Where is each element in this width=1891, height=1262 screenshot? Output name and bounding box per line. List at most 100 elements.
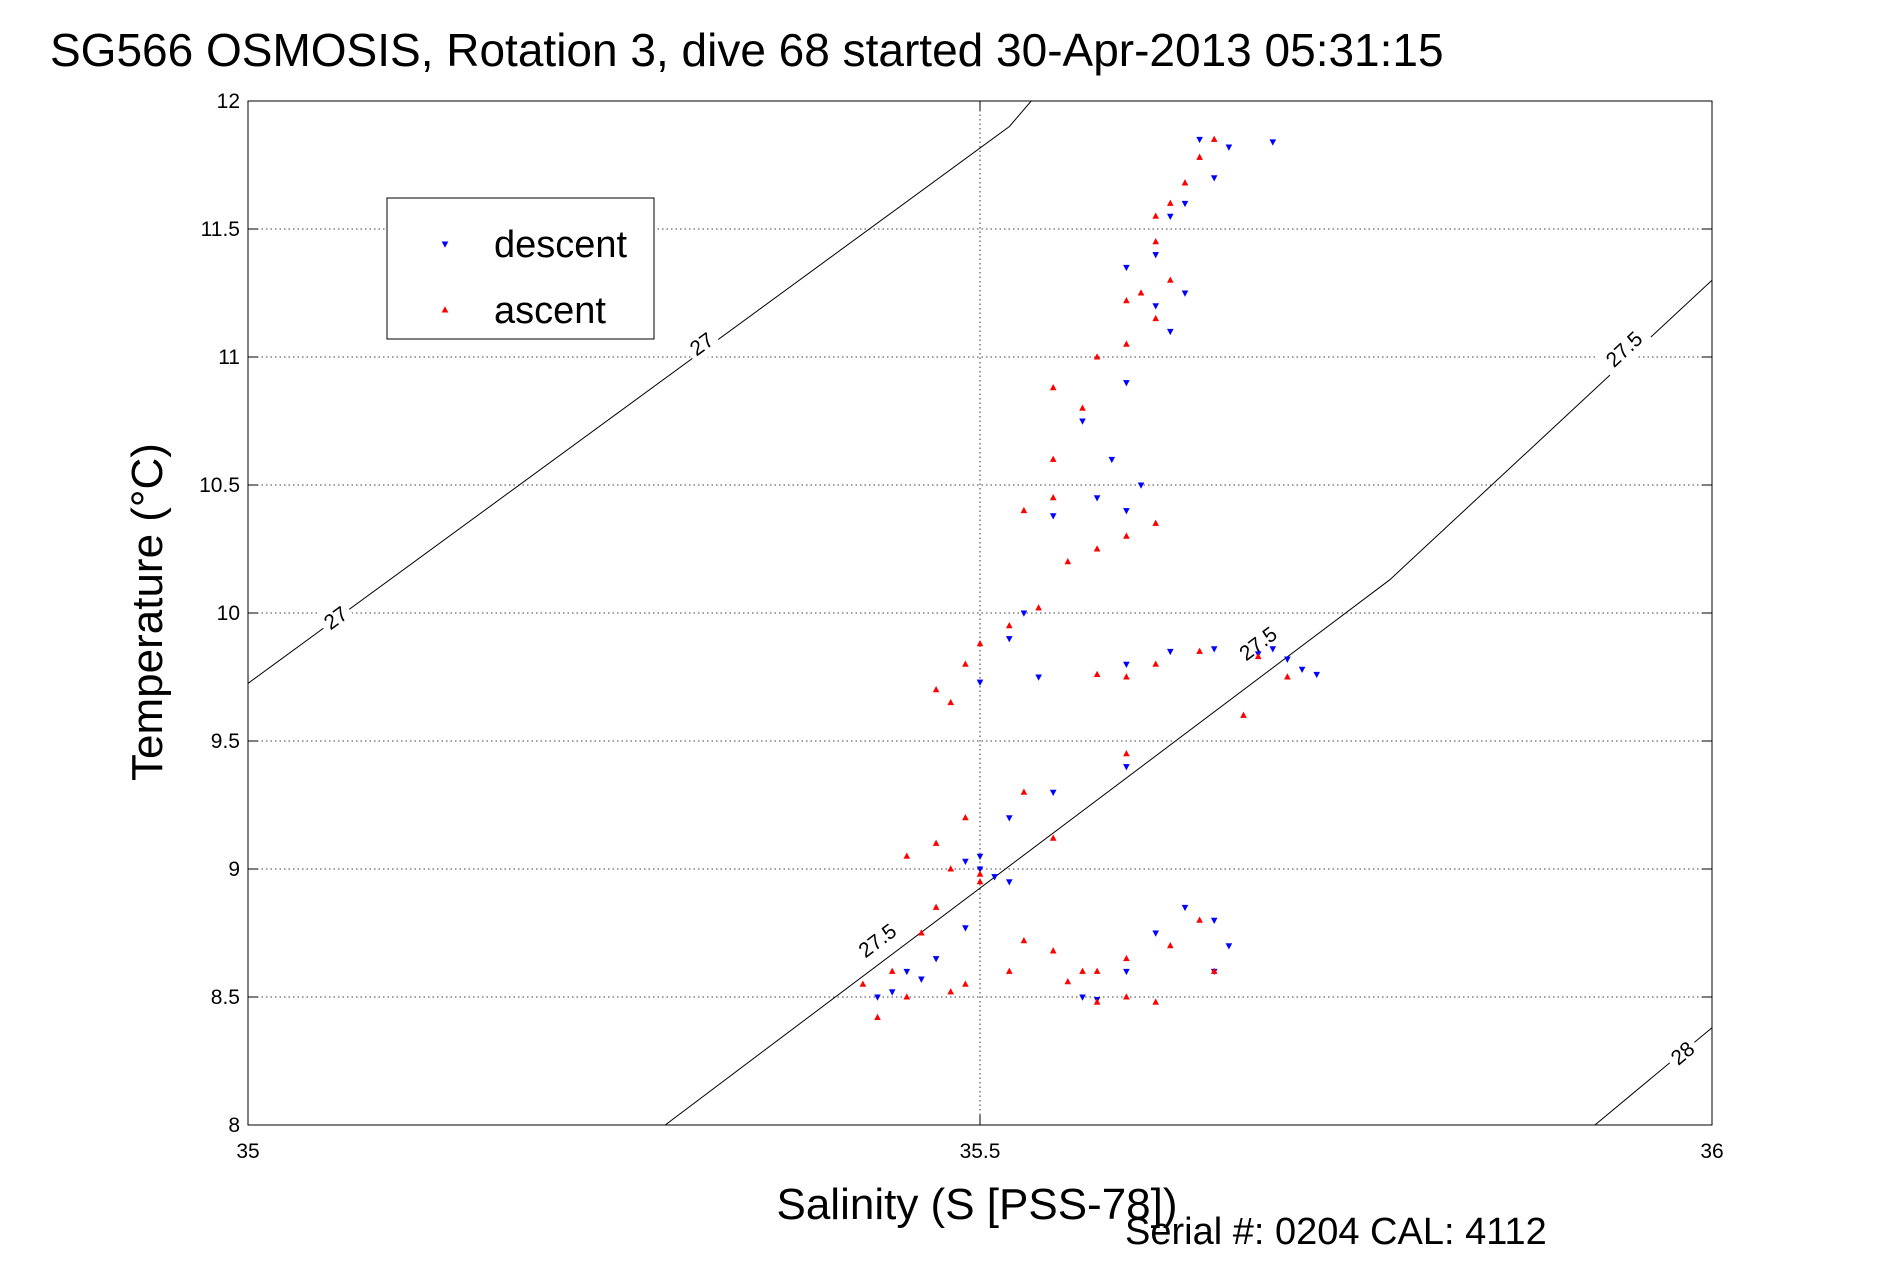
- descent-point: [991, 874, 998, 881]
- descent-point: [1167, 648, 1174, 656]
- descent-point: [1210, 646, 1218, 653]
- legend-box: [386, 197, 655, 340]
- contour-label-group: 28: [1661, 1032, 1704, 1075]
- contour-label-group: 27.5: [1594, 319, 1655, 379]
- descent-point: [1167, 328, 1174, 336]
- ascent-point: [1152, 314, 1159, 322]
- contour-label-group: 27: [680, 323, 723, 365]
- descent-point: [1049, 513, 1057, 520]
- ascent-point: [1196, 647, 1203, 654]
- descent-point: [1167, 213, 1174, 220]
- ascent-point: [1020, 506, 1028, 514]
- descent-point: [888, 989, 896, 996]
- descent-point: [1298, 666, 1306, 674]
- ascent-point: [976, 870, 984, 877]
- ascent-point: [962, 980, 969, 987]
- x-axis-title: Salinity (S [PSS-78]): [776, 1180, 1177, 1229]
- ascent-point: [1181, 179, 1189, 186]
- ascent-point: [1006, 622, 1013, 629]
- descent-point: [976, 853, 984, 860]
- ascent-point: [976, 639, 984, 647]
- ascent-point: [1123, 296, 1130, 304]
- ascent-point: [918, 929, 925, 936]
- ascent-point: [932, 686, 940, 693]
- ascent-point: [1064, 977, 1072, 985]
- density-contours: 27 27 27.5 27.5 27.5 28: [248, 101, 1712, 1125]
- descent-point: [1006, 636, 1013, 643]
- descent-point: [874, 994, 881, 1001]
- ascent-point: [1049, 383, 1057, 391]
- ascent-point: [1240, 711, 1247, 718]
- ascent-point: [1093, 967, 1101, 974]
- descent-point: [1210, 175, 1218, 182]
- contour-label-bg: [1227, 615, 1289, 672]
- ascent-point: [1049, 947, 1057, 954]
- y-tick-label: 8.5: [211, 986, 240, 1009]
- ascent-point: [1152, 519, 1159, 526]
- descent-point: [1152, 303, 1159, 310]
- descent-point: [1079, 994, 1086, 1001]
- descent-point: [1020, 610, 1028, 617]
- descent-point: [1181, 290, 1189, 297]
- descent-point: [1225, 144, 1233, 151]
- y-tick-label: 8: [228, 1114, 240, 1137]
- ascent-point: [903, 993, 911, 1000]
- descent-point: [1093, 495, 1101, 502]
- x-tick-label: 35.5: [960, 1140, 1001, 1163]
- descent-point: [1137, 482, 1145, 489]
- y-tick-label: 11.5: [201, 218, 240, 241]
- serial-cal-footer: Serial #: 0204 CAL: 4112: [1125, 1211, 1547, 1253]
- contour-label-bg: [1661, 1032, 1704, 1075]
- descent-point: [976, 866, 984, 873]
- ascent-point: [1196, 153, 1203, 160]
- ascent-point: [1123, 954, 1130, 962]
- contour-line: [1594, 1027, 1712, 1125]
- descent-point: [1006, 815, 1013, 822]
- ascent-point: [932, 839, 940, 846]
- descent-point: [1035, 674, 1042, 681]
- descent-point: [1152, 930, 1159, 937]
- descent-point: [1225, 943, 1233, 950]
- ascent-point: [874, 1013, 881, 1021]
- contour-label-group: 27: [314, 597, 357, 639]
- data-series: [859, 135, 1320, 1021]
- ascent-point: [1035, 604, 1042, 611]
- descent-point: [1313, 671, 1320, 679]
- ascent-point: [1123, 532, 1130, 539]
- y-tick-label: 9.5: [211, 730, 240, 753]
- ascent-point: [1123, 340, 1130, 347]
- axis-ticks: 8 8.5 9 9.5 10 10.5 11 11.5 12 35 35.5 36: [199, 90, 1724, 1163]
- descent-point: [1269, 646, 1277, 653]
- contour-label-bg: [680, 323, 723, 365]
- ascent-point: [976, 878, 984, 885]
- descent-point: [1181, 200, 1189, 208]
- ascent-point: [962, 814, 969, 821]
- ascent-point: [1093, 353, 1101, 360]
- descent-point: [903, 968, 911, 976]
- descent-point: [976, 679, 984, 686]
- ascent-point: [1049, 834, 1057, 841]
- contour-label-bg: [314, 597, 357, 639]
- ascent-point: [903, 852, 911, 859]
- ascent-point: [1123, 673, 1130, 680]
- ascent-point: [932, 903, 940, 910]
- ascent-point: [1167, 276, 1174, 283]
- ascent-point: [947, 698, 954, 706]
- ascent-point: [1020, 936, 1028, 944]
- legend-label-ascent: ascent: [494, 290, 606, 332]
- ascent-point: [1196, 916, 1203, 923]
- ascent-point: [1254, 652, 1262, 660]
- ascent-point: [1049, 455, 1057, 462]
- descent-point: [1123, 661, 1130, 668]
- legend-marker-descent: [441, 241, 449, 248]
- ascent-point: [1137, 289, 1145, 296]
- ascent-point: [1093, 545, 1101, 552]
- ascent-point: [1079, 967, 1086, 974]
- y-axis-title: Temperature (°C): [123, 443, 172, 781]
- y-tick-label: 10.5: [199, 474, 240, 497]
- descent-point: [918, 976, 925, 983]
- descent-point: [962, 858, 969, 866]
- series-descent: [874, 136, 1320, 1004]
- descent-point: [1123, 764, 1130, 771]
